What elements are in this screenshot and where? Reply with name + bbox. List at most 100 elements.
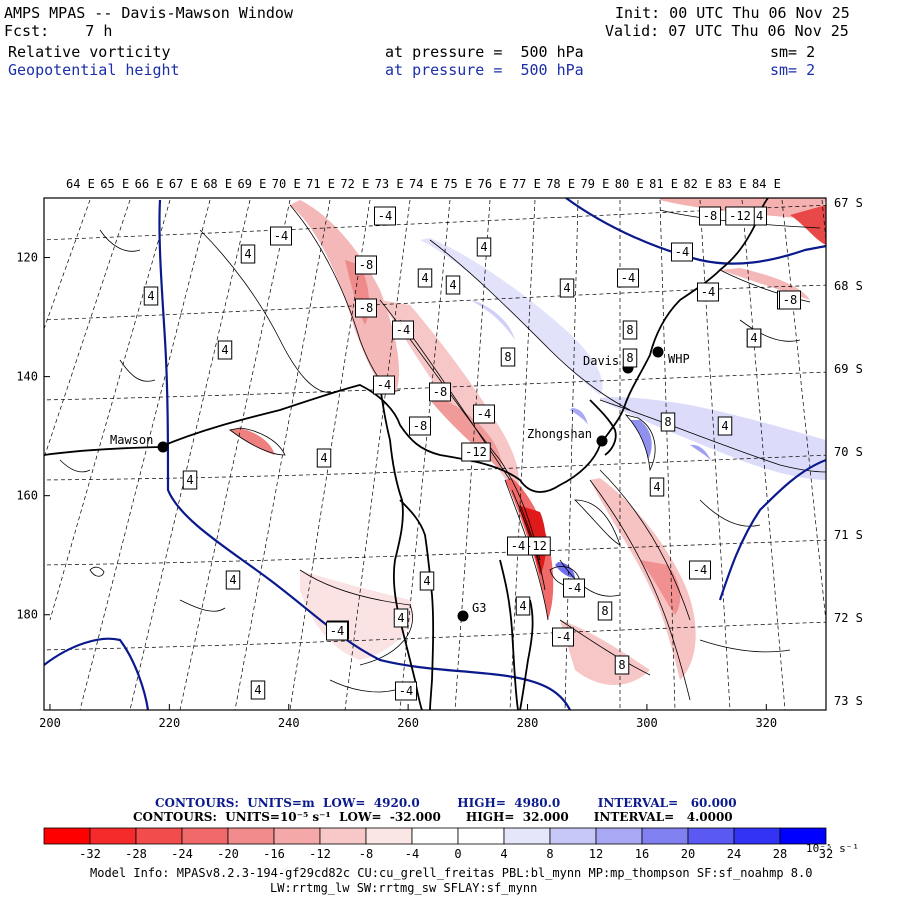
contour-value-label: -8 [699,206,721,226]
x-tick-label: 260 [397,716,419,730]
contour-value-label: 8 [597,601,613,621]
station-g3: G3 [457,601,486,622]
contour-value-label: 4 [476,237,492,257]
svg-text:-12: -12 [465,445,487,459]
x-tick-label: 240 [278,716,300,730]
lat-label: 68 S [834,279,863,293]
height-contour-info: CONTOURS: UNITS=m LOW= 4920.0 HIGH= 4980… [155,796,737,810]
lon-label: 76 E [478,177,507,191]
svg-text:8: 8 [626,323,633,337]
lon-label: 81 E [649,177,678,191]
contour-value-label: -4 [392,320,414,340]
svg-text:-4: -4 [477,407,491,421]
x-tick-label: 200 [39,716,61,730]
contour-value-label: -4 [270,226,292,246]
svg-text:-4: -4 [399,684,413,698]
lon-label: 82 E [683,177,712,191]
station-zhongshan: Zhongshan [527,427,608,447]
colorbar-label: -4 [405,847,419,861]
contour-value-label: 4 [250,680,266,700]
lon-label: 66 E [135,177,164,191]
contour-value-label: 8 [622,348,638,368]
svg-text:-4: -4 [693,563,707,577]
station-label-mawson: Mawson [110,433,153,447]
svg-text:4: 4 [186,473,193,487]
contour-value-label: 4 [316,448,332,468]
station-label-g3: G3 [472,601,486,615]
lon-label: 83 E [718,177,747,191]
forecast-hour: Fcst: 7 h [4,22,113,40]
field2-level: at pressure = 500 hPa [385,61,584,79]
contour-value-label: -12 [725,206,755,226]
lon-label: 65 E [100,177,129,191]
colorbar-swatch [135,827,183,845]
svg-text:-8: -8 [703,209,717,223]
contour-value-label: -4 [671,242,693,262]
colorbar-label: 12 [589,847,603,861]
colorbar-swatch [365,827,413,845]
colorbar-swatch [503,827,551,845]
colorbar-label: 0 [454,847,461,861]
svg-text:8: 8 [618,658,625,672]
contour-value-label: 4 [746,328,762,348]
lon-label: 73 E [375,177,404,191]
svg-text:-4: -4 [675,245,689,259]
colorbar-label: 4 [500,847,507,861]
lon-label: 64 E [66,177,95,191]
svg-text:-8: -8 [433,385,447,399]
map-panel: Mawson Davis WHP Zhongshan G3 4 -4 4 4 -8 4 -8… [44,198,826,710]
colorbar-label: -16 [263,847,285,861]
x-axis: 200 220 240 260 280 300 320 [39,704,777,730]
contour-value-label: -8 [409,416,431,436]
y-tick-label: 180 [16,608,38,622]
chart-title: AMPS MPAS -- Davis-Mawson Window [4,4,293,22]
contour-value-label: 4 [143,286,159,306]
lat-label: 73 S [834,694,863,708]
lat-label: 67 S [834,196,863,210]
colorbar-swatch [641,827,689,845]
svg-text:-4: -4 [378,209,392,223]
valid-time: Valid: 07 UTC Thu 06 Nov 25 [605,22,849,40]
colorbar-label: -24 [171,847,193,861]
contour-value-label: -4 [697,282,719,302]
lon-label: 80 E [615,177,644,191]
colorbar-label: 28 [773,847,787,861]
svg-text:4: 4 [229,573,236,587]
svg-text:4: 4 [254,683,261,697]
svg-text:-4: -4 [567,581,581,595]
field1-level: at pressure = 500 hPa [385,43,584,61]
contour-value-label: -8 [429,382,451,402]
colorbar-swatch [273,827,321,845]
contour-value-label: 4 [515,596,531,616]
colorbar-label: 8 [546,847,553,861]
svg-text:-8: -8 [413,419,427,433]
colorbar-label: -8 [359,847,373,861]
svg-text:4: 4 [397,611,404,625]
stations: Mawson Davis WHP Zhongshan G3 [110,346,690,622]
contour-value-label: 4 [445,275,461,295]
lon-label: 71 E [306,177,335,191]
lat-label: 70 S [834,445,863,459]
y-tick-label: 140 [16,370,38,384]
x-tick-label: 220 [159,716,181,730]
lon-label: 67 E [169,177,198,191]
x-tick-label: 280 [517,716,539,730]
svg-text:4: 4 [449,278,456,292]
station-mawson: Mawson [110,433,169,453]
contour-value-label: -4 [374,206,396,226]
svg-text:-12: -12 [525,539,547,553]
svg-text:-4: -4 [511,539,525,553]
colorbar-swatch [89,827,137,845]
svg-text:-12: -12 [729,209,751,223]
lat-label: 69 S [834,362,863,376]
lon-label: 68 E [203,177,232,191]
svg-text:4: 4 [244,247,251,261]
contour-value-label: 4 [225,570,241,590]
field2-smooth: sm= 2 [770,61,816,79]
svg-text:4: 4 [721,419,728,433]
contour-value-label: 4 [217,340,233,360]
contour-value-label: 8 [614,655,630,675]
colorbar-swatch [549,827,597,845]
lon-label: 84 E [752,177,781,191]
